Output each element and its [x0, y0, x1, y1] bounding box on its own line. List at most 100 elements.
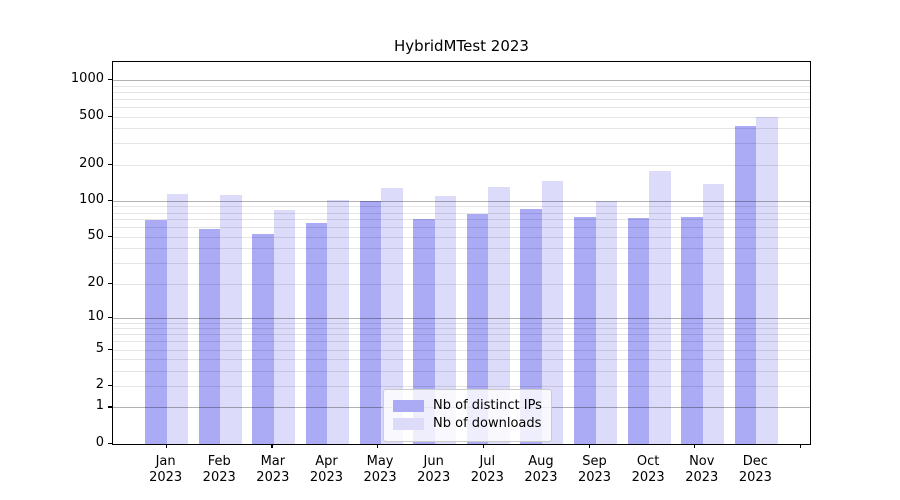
y-tick-label: 500	[79, 107, 104, 123]
bar-downloads-jun	[434, 195, 457, 444]
y-axis-tick	[108, 79, 112, 81]
bar-distinct-ips-sep	[574, 216, 596, 444]
legend: Nb of distinct IPs Nb of downloads	[383, 389, 552, 442]
bar-distinct-ips-jun	[413, 218, 435, 444]
y-tick-label: 50	[87, 227, 104, 243]
minor-gridline	[113, 116, 810, 118]
x-tick-label-oct: Oct 2023	[618, 454, 678, 486]
bar-distinct-ips-dec	[734, 125, 757, 444]
month-label: Dec	[742, 454, 768, 469]
bar-distinct-ips-oct	[627, 217, 650, 444]
x-axis-tick	[799, 444, 802, 448]
y-tick-label: 1	[95, 398, 104, 414]
x-axis-tick	[588, 444, 590, 448]
y-tick-label: 10	[87, 308, 104, 324]
y-axis-tick	[108, 406, 112, 408]
minor-gridline	[113, 248, 810, 250]
legend-swatch-distinct-ips	[393, 400, 424, 412]
bar-downloads-oct	[649, 171, 671, 444]
year-label: 2023	[631, 470, 665, 485]
year-label: 2023	[149, 470, 183, 485]
bar-downloads-feb	[220, 194, 242, 444]
legend-item: Nb of distinct IPs	[393, 398, 542, 414]
bar-downloads-jul	[488, 186, 510, 444]
x-tick-label-nov: Nov 2023	[672, 454, 732, 486]
year-label: 2023	[417, 470, 451, 485]
minor-gridline	[113, 128, 810, 130]
month-label: Jul	[479, 454, 496, 469]
x-tick-label-apr: Apr 2023	[296, 454, 356, 486]
y-tick-label: 20	[87, 274, 104, 290]
minor-gridline	[113, 212, 810, 214]
x-tick-label-may: May 2023	[350, 454, 410, 486]
minor-gridline	[113, 386, 810, 388]
legend-item: Nb of downloads	[393, 416, 542, 432]
plot-area: Nb of distinct IPs Nb of downloads	[112, 61, 811, 445]
major-gridline	[113, 317, 810, 319]
minor-gridline	[113, 349, 810, 351]
major-gridline	[113, 80, 810, 82]
minor-gridline	[113, 236, 810, 238]
month-label: Sep	[582, 454, 607, 469]
month-label: Oct	[636, 454, 660, 469]
month-label: Mar	[260, 454, 286, 469]
minor-gridline	[113, 227, 810, 229]
x-axis-tick	[482, 444, 484, 448]
bar-distinct-ips-mar	[252, 233, 274, 444]
bar-distinct-ips-nov	[681, 216, 703, 444]
year-label: 2023	[577, 470, 612, 485]
bar-downloads-aug	[541, 181, 564, 444]
legend-label: Nb of downloads	[433, 416, 542, 431]
x-tick-label-aug: Aug 2023	[511, 454, 571, 486]
minor-gridline	[113, 91, 810, 93]
minor-gridline	[113, 143, 810, 145]
y-tick-label: 100	[79, 191, 104, 207]
month-label: Apr	[315, 454, 338, 469]
year-label: 2023	[363, 470, 397, 485]
minor-gridline	[113, 164, 810, 166]
y-axis-tick	[108, 282, 112, 284]
y-axis-tick	[108, 385, 112, 387]
x-tick-label-dec: Dec 2023	[725, 454, 785, 486]
y-axis-tick	[108, 115, 112, 117]
minor-gridline	[113, 283, 810, 285]
bar-distinct-ips-jul	[466, 213, 489, 444]
bar-downloads-dec	[756, 117, 778, 444]
bar-downloads-sep	[595, 200, 618, 444]
bar-distinct-ips-aug	[520, 209, 542, 444]
y-tick-label: 1000	[70, 71, 104, 87]
month-label: Feb	[207, 454, 231, 469]
minor-gridline	[113, 206, 810, 208]
bar-downloads-may	[381, 188, 403, 444]
bar-downloads-mar	[273, 209, 296, 444]
bar-distinct-ips-may	[359, 200, 382, 444]
legend-swatch-downloads	[393, 418, 424, 430]
year-label: 2023	[256, 470, 290, 485]
minor-gridline	[113, 106, 810, 108]
x-tick-label-mar: Mar 2023	[243, 454, 303, 486]
year-label: 2023	[524, 470, 558, 485]
x-axis-tick	[165, 444, 167, 448]
month-label: Nov	[689, 454, 715, 469]
minor-gridline	[113, 85, 810, 87]
minor-gridline	[113, 219, 810, 221]
bar-distinct-ips-apr	[305, 222, 328, 444]
y-tick-label: 2	[95, 377, 104, 393]
x-axis-tick	[377, 444, 379, 448]
bar-distinct-ips-feb	[198, 229, 221, 444]
y-axis-tick	[108, 348, 112, 350]
y-tick-label: 0	[95, 435, 104, 450]
bar-downloads-nov	[702, 184, 725, 444]
minor-gridline	[113, 328, 810, 330]
y-axis-tick	[108, 199, 112, 202]
month-label: May	[366, 454, 394, 469]
y-tick-label: 200	[79, 155, 104, 171]
bar-distinct-ips-jan	[145, 220, 167, 444]
x-tick-label-sep: Sep 2023	[565, 454, 625, 486]
month-label: Jan	[155, 454, 176, 469]
chart-title: HybridMTest 2023	[394, 37, 529, 55]
year-label: 2023	[470, 470, 504, 485]
y-axis-tick	[108, 163, 112, 165]
month-label: Jun	[423, 454, 444, 469]
x-tick-label-jun: Jun 2023	[404, 454, 464, 486]
